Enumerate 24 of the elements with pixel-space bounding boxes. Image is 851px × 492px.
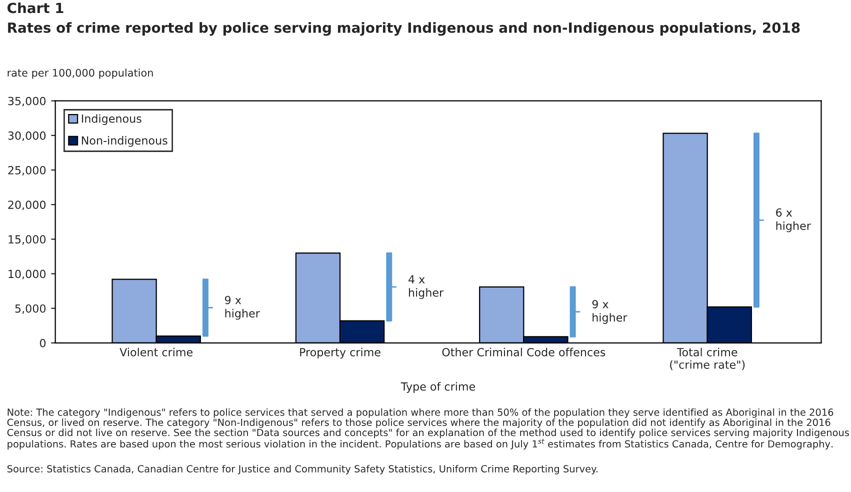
x-tick-label: Total crime ("crime rate") [670,348,745,370]
y-tick-label: 30,000 [8,131,46,141]
annotation: 4 x higher [408,275,444,299]
annotation: 6 x higher [776,208,811,232]
source-note: Source: Statistics Canada, Canadian Centre for Justice and Community Safety Statistics, Uniform Crime Reporting Survey. [7,464,598,474]
x-axis-title: Type of crime [400,382,476,393]
chart-title: Chart 1 [8,2,64,14]
annotation: 9 x higher [224,296,260,320]
text: Note: The category "Indigenous" refers to police services that served a population where more than 50% of the population they serve identified as Aboriginal in the 2016 Census, or lived on reserve. The category "Non-Indigenous" refers to those police services where the majority of the population did not identify as Aboriginal in the 2016 Census or did not live on reserve. See the section "Data sources and concepts" for an explanation of the method used to identify police services serving majority Indigenous populations. Rates are based upon the most serious violation in the incident. Populations are based on July 1$^{st}$ estimates from Statistics Canada, Centre for Demography. [7,408,849,450]
y-tick-label: 20,000 [8,200,46,210]
y-tick-label: 0 [40,338,46,348]
legend-label: Non-indigenous [82,136,168,147]
y-tick-label: 25,000 [8,166,46,176]
y-tick-label: 5,000 [15,304,46,314]
legend-label: Indigenous [82,114,142,125]
x-tick-label: Property crime [300,348,380,359]
y-tick-label: 35,000 [8,96,46,106]
x-tick-label: Other Criminal Code offences [442,348,606,356]
x-tick-label: Violent crime [120,348,192,356]
annotation: 9 x higher [592,300,628,324]
y-tick-label: 15,000 [8,235,46,245]
chart-subtitle: Rates of crime reported by police serving majority Indigenous and non-Indigenous populations, 2018 [8,22,800,36]
y-tick-label: 10,000 [8,270,46,280]
y-axis-title: rate per 100,000 population [8,68,153,79]
